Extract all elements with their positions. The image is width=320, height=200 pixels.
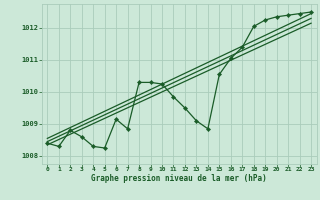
X-axis label: Graphe pression niveau de la mer (hPa): Graphe pression niveau de la mer (hPa) <box>91 174 267 183</box>
